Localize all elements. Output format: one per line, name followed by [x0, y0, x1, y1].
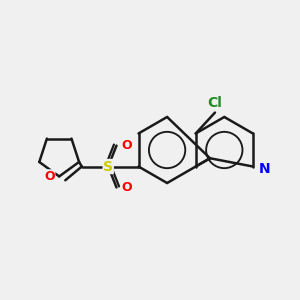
Text: S: S: [103, 160, 113, 173]
Text: N: N: [258, 162, 270, 176]
Text: O: O: [121, 181, 131, 194]
Text: O: O: [121, 139, 131, 152]
Text: Cl: Cl: [208, 96, 222, 110]
Text: O: O: [44, 170, 55, 183]
